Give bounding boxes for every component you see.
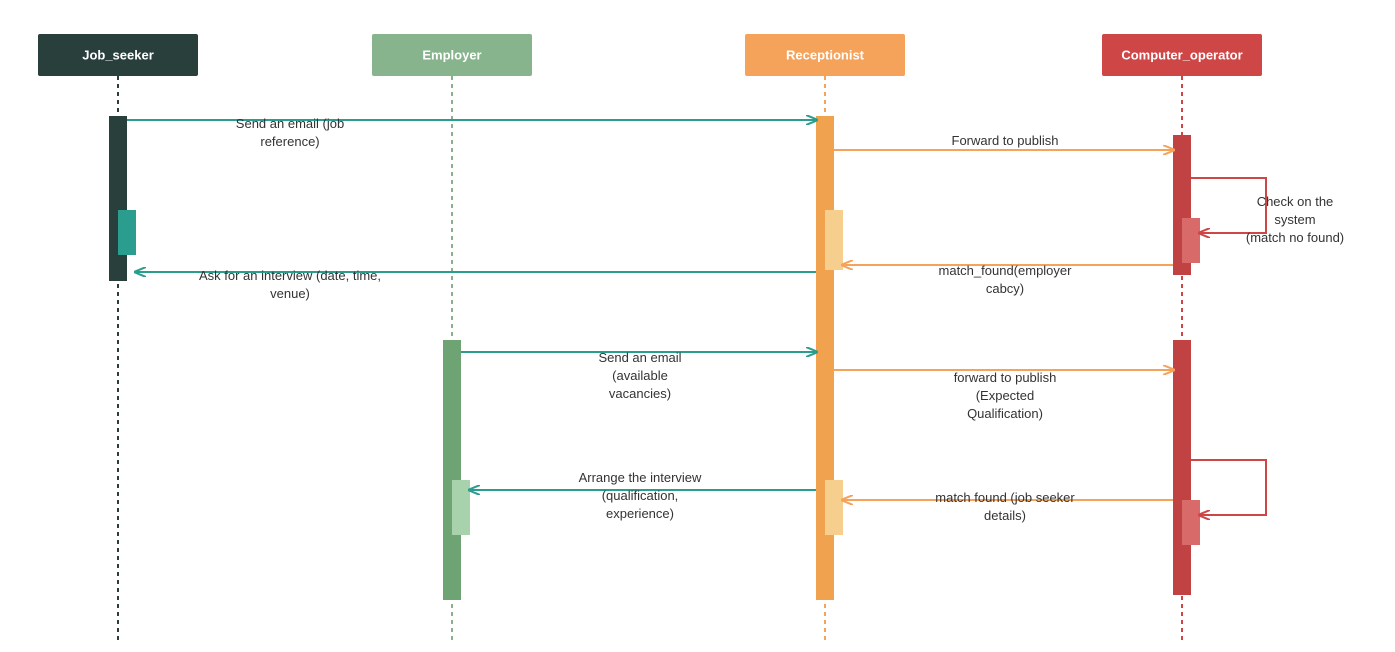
- activation-receptionist: [825, 480, 843, 535]
- activation-job_seeker: [118, 210, 136, 255]
- sequence-diagram: Send an email (jobreference) Forward to p…: [0, 0, 1395, 652]
- actor-label-job_seeker: Job_seeker: [82, 47, 154, 62]
- message-label: Arrange the interview(qualification,expe…: [579, 470, 702, 521]
- activation-computer_operator: [1182, 218, 1200, 263]
- message-label: match_found(employercabcy): [939, 263, 1073, 296]
- message-label: forward to publish(ExpectedQualification…: [954, 370, 1057, 421]
- activation-receptionist: [825, 210, 843, 270]
- message-label: Ask for an interview (date, time,venue): [199, 268, 381, 301]
- self-message-computer_operator: [1191, 460, 1266, 515]
- activation-computer_operator: [1173, 340, 1191, 595]
- activation-job_seeker: [109, 116, 127, 281]
- activation-employer: [452, 480, 470, 535]
- actor-label-receptionist: Receptionist: [786, 47, 865, 62]
- activation-employer: [443, 340, 461, 600]
- actor-label-computer_operator: Computer_operator: [1121, 47, 1242, 62]
- message-label: match found (job seekerdetails): [935, 490, 1075, 523]
- message-label: Send an email(availablevacancies): [598, 350, 681, 401]
- message-label: Forward to publish: [952, 133, 1059, 148]
- activation-computer_operator: [1182, 500, 1200, 545]
- self-message-computer_operator: [1191, 178, 1266, 233]
- actor-label-employer: Employer: [422, 47, 481, 62]
- message-label: Send an email (jobreference): [236, 116, 344, 149]
- message-label: Check on thesystem(match no found): [1246, 194, 1344, 245]
